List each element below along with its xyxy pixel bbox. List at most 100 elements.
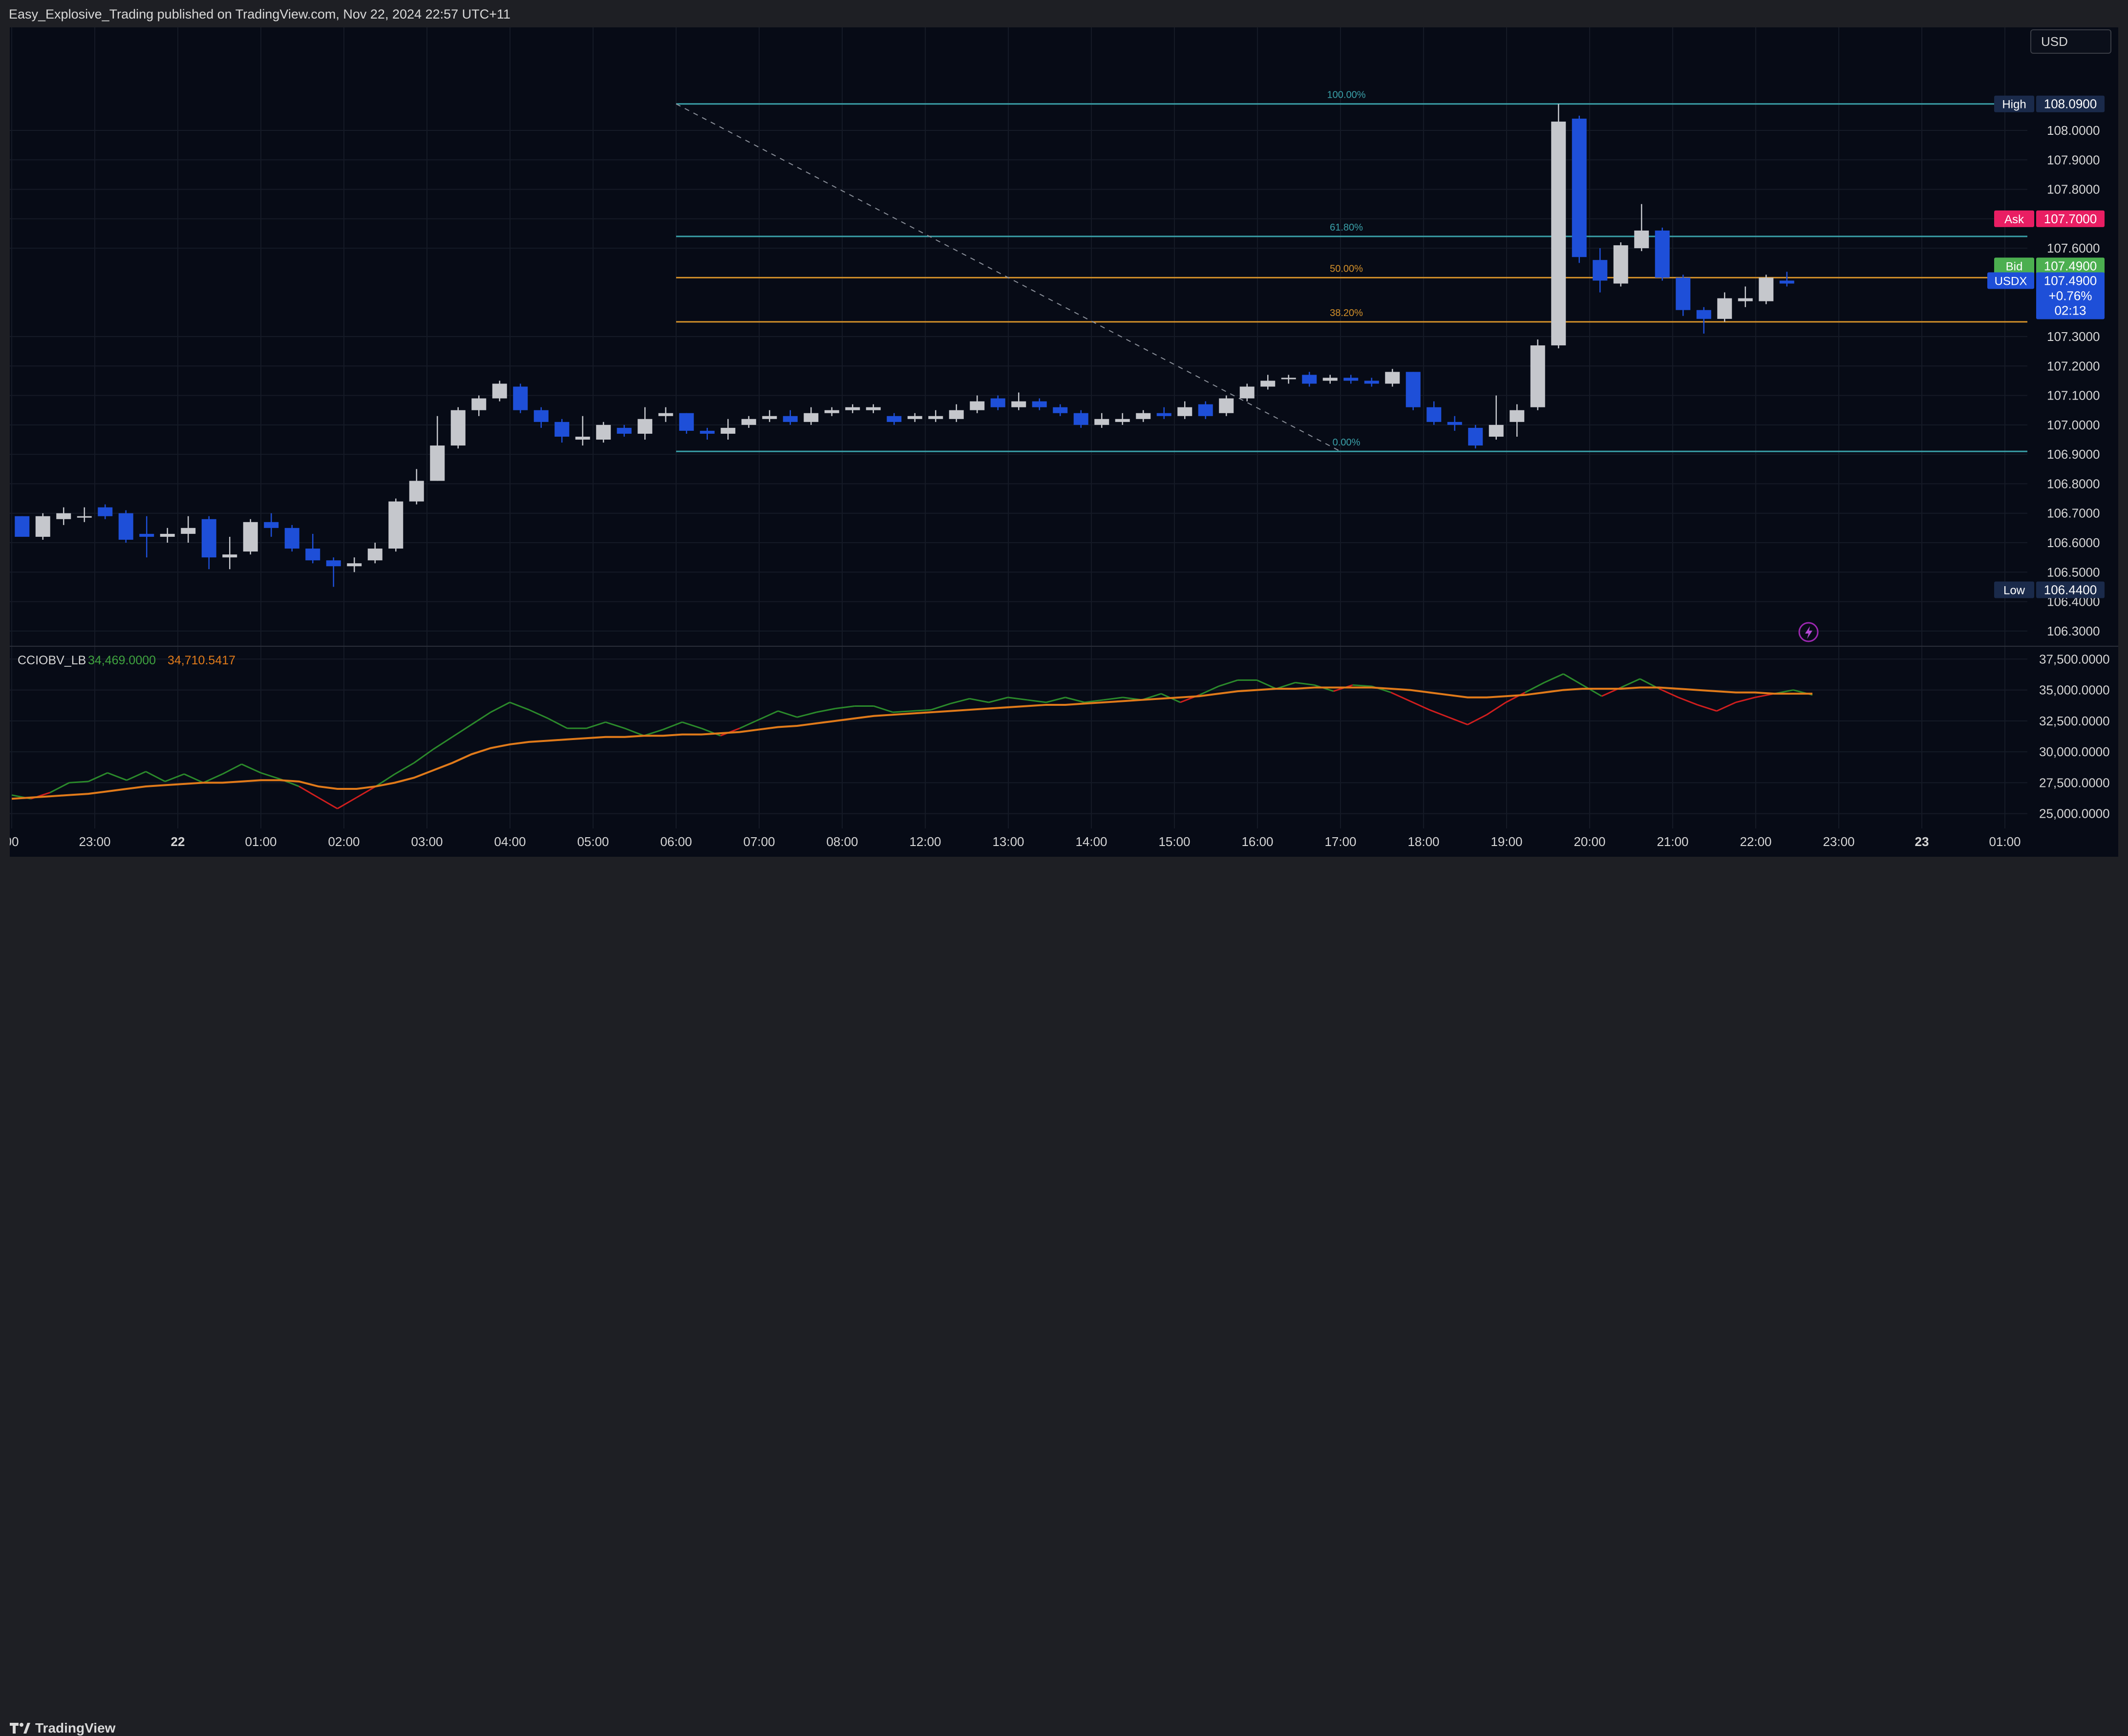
candle-down[interactable] bbox=[533, 407, 549, 428]
candle-body[interactable] bbox=[56, 513, 71, 519]
candle-down[interactable] bbox=[118, 510, 133, 543]
candle-down[interactable] bbox=[1364, 378, 1379, 387]
candle-down[interactable] bbox=[1593, 248, 1608, 293]
candle-body[interactable] bbox=[1032, 401, 1047, 407]
candle-down[interactable] bbox=[1779, 272, 1794, 287]
candle-body[interactable] bbox=[181, 528, 196, 534]
candle-up[interactable] bbox=[367, 543, 383, 564]
high-label[interactable]: High 108.0900 bbox=[1994, 95, 2105, 112]
candle-up[interactable] bbox=[721, 419, 736, 440]
candle-body[interactable] bbox=[700, 430, 715, 434]
candle-body[interactable] bbox=[1489, 424, 1504, 437]
candle-body[interactable] bbox=[907, 416, 922, 419]
currency-button[interactable]: USD bbox=[2030, 29, 2111, 54]
candle-body[interactable] bbox=[201, 519, 216, 558]
candle-body[interactable] bbox=[1094, 419, 1109, 425]
candle-up[interactable] bbox=[949, 404, 964, 422]
candle-up[interactable] bbox=[471, 395, 487, 416]
candle-up[interactable] bbox=[907, 413, 922, 422]
candle-up[interactable] bbox=[845, 404, 860, 413]
candle-body[interactable] bbox=[1634, 230, 1649, 249]
candle-body[interactable] bbox=[347, 563, 362, 567]
candles[interactable] bbox=[15, 104, 1794, 587]
candle-body[interactable] bbox=[783, 416, 798, 422]
candle-body[interactable] bbox=[492, 383, 507, 399]
candle-down[interactable] bbox=[1696, 307, 1711, 334]
candle-body[interactable] bbox=[638, 419, 653, 434]
time-axis[interactable]: 00 23:00 22 01:00 02:00 03:00 04:00 05:00 06:00 0… bbox=[10, 834, 2021, 849]
candle-down[interactable] bbox=[513, 383, 528, 413]
candle-up[interactable] bbox=[596, 422, 611, 443]
candle-body[interactable] bbox=[1613, 245, 1628, 284]
candle-up[interactable] bbox=[1219, 395, 1234, 416]
candle-body[interactable] bbox=[1219, 398, 1234, 413]
candle-down[interactable] bbox=[1572, 115, 1587, 263]
candle-body[interactable] bbox=[741, 419, 756, 425]
fib-trend-line[interactable] bbox=[676, 103, 1341, 452]
candle-up[interactable] bbox=[928, 410, 943, 422]
candle-body[interactable] bbox=[1676, 277, 1691, 310]
candle-up[interactable] bbox=[160, 528, 175, 543]
candle-body[interactable] bbox=[98, 507, 113, 516]
candle-body[interactable] bbox=[305, 549, 320, 561]
candle-up[interactable] bbox=[1177, 401, 1192, 419]
candle-body[interactable] bbox=[1136, 413, 1151, 419]
candle-body[interactable] bbox=[1364, 381, 1379, 384]
candle-down[interactable] bbox=[679, 413, 694, 434]
candle-body[interactable] bbox=[388, 501, 404, 549]
candle-up[interactable] bbox=[741, 416, 756, 428]
candle-up[interactable] bbox=[56, 507, 71, 525]
candle-down[interactable] bbox=[554, 419, 570, 443]
fibonacci-retracement[interactable]: 100.00% 61.80% 50.00% 38.20% 0.00% bbox=[676, 90, 2027, 452]
candle-down[interactable] bbox=[264, 513, 279, 537]
candle-body[interactable] bbox=[77, 516, 92, 518]
candle-up[interactable] bbox=[450, 407, 466, 449]
candle-down[interactable] bbox=[700, 427, 715, 440]
candle-body[interactable] bbox=[1115, 419, 1130, 422]
candle-body[interactable] bbox=[1696, 310, 1711, 319]
candle-up[interactable] bbox=[824, 407, 839, 416]
candle-body[interactable] bbox=[887, 416, 902, 422]
candle-body[interactable] bbox=[845, 407, 860, 410]
candle-body[interactable] bbox=[596, 424, 611, 440]
candle-up[interactable] bbox=[762, 410, 777, 422]
candle-up[interactable] bbox=[1115, 413, 1130, 425]
candle-up[interactable] bbox=[1239, 383, 1255, 402]
candle-up[interactable] bbox=[1322, 375, 1338, 384]
candle-up[interactable] bbox=[1489, 395, 1504, 440]
candle-body[interactable] bbox=[533, 410, 549, 422]
candle-up[interactable] bbox=[409, 469, 424, 505]
candle-body[interactable] bbox=[1281, 378, 1296, 380]
candle-up[interactable] bbox=[1551, 104, 1566, 349]
candle-up[interactable] bbox=[430, 416, 445, 481]
candle-body[interactable] bbox=[264, 522, 279, 528]
candle-body[interactable] bbox=[471, 398, 487, 410]
candle-body[interactable] bbox=[1011, 401, 1026, 407]
candle-body[interactable] bbox=[824, 410, 839, 413]
candle-body[interactable] bbox=[762, 416, 777, 419]
candle-body[interactable] bbox=[15, 516, 30, 537]
candle-up[interactable] bbox=[1510, 404, 1525, 437]
candle-body[interactable] bbox=[1239, 386, 1255, 399]
candle-body[interactable] bbox=[1405, 372, 1421, 407]
candle-body[interactable] bbox=[679, 413, 694, 431]
candle-up[interactable] bbox=[1260, 375, 1276, 390]
candle-up[interactable] bbox=[1281, 375, 1296, 384]
candle-down[interactable] bbox=[284, 525, 299, 552]
candle-body[interactable] bbox=[1510, 410, 1525, 422]
candle-body[interactable] bbox=[1073, 413, 1088, 425]
candle-body[interactable] bbox=[1177, 407, 1192, 416]
last-price-label[interactable]: USDX 107.4900+0.76%02:13 bbox=[1987, 272, 2105, 319]
candle-up[interactable] bbox=[638, 407, 653, 440]
candle-body[interactable] bbox=[721, 427, 736, 434]
cciobv-ma-line[interactable] bbox=[11, 686, 1812, 800]
candle-down[interactable] bbox=[887, 413, 902, 425]
candle-up[interactable] bbox=[1634, 204, 1649, 252]
tradingview-logo[interactable]: TradingView bbox=[10, 1720, 115, 1736]
candle-body[interactable] bbox=[1260, 381, 1276, 387]
candle-body[interactable] bbox=[139, 533, 154, 537]
candle-down[interactable] bbox=[617, 424, 632, 437]
candle-body[interactable] bbox=[1322, 378, 1338, 381]
candle-body[interactable] bbox=[409, 481, 424, 502]
candle-body[interactable] bbox=[1593, 260, 1608, 281]
